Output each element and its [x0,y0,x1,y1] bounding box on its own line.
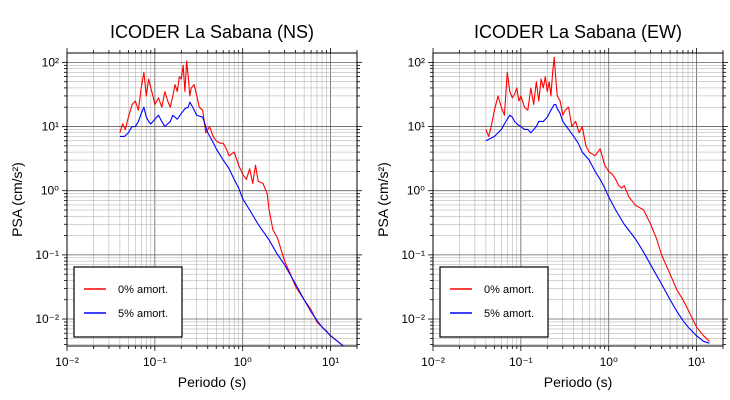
plot-frame [66,52,358,347]
x-tick-label: 10⁻² [421,355,445,369]
x-tick-label: 10⁻² [55,355,79,369]
chart-2: 10⁻² 10⁻¹ 10⁰ 10¹ 10⁻² 10⁻¹ 10⁰ 10¹ 10² ICODER La… [375,22,728,390]
y-axis-label: PSA (cm/s²) [9,162,25,237]
series-line-0-amort [485,56,710,342]
series-line-5-amort [485,104,710,344]
legend-label: 0% amort. [484,284,534,296]
chart-title: ICODER La Sabana (EW) [474,22,682,42]
tick-marks [428,48,728,351]
x-tick-label: 10⁰ [234,355,252,369]
x-tick-label: 10⁻¹ [143,355,167,369]
y-tick-label: 10⁻¹ [35,248,59,262]
legend-label: 5% amort. [118,308,168,320]
grid [432,53,724,346]
x-tick-label: 10⁻¹ [509,355,533,369]
y-tick-label: 10¹ [408,120,425,134]
y-tick-label: 10² [408,55,425,69]
y-tick-label: 10⁻² [401,312,425,326]
legend: 0% amort. 5% amort. [73,266,183,338]
chart-1: 10⁻² 10⁻¹ 10⁰ 10¹ 10⁻² 10⁻¹ 10⁰ 10¹ 10² ICODER La… [9,22,362,390]
y-tick-label: 10⁻¹ [401,248,425,262]
x-tick-label: 10⁰ [600,355,618,369]
x-tick-label: 10¹ [688,355,705,369]
tick-marks [62,48,362,351]
series-line-0-amort [119,60,344,347]
y-tick-label: 10⁰ [41,184,59,198]
x-tick-label: 10¹ [322,355,339,369]
legend-box [73,266,183,338]
x-axis-label: Periodo (s) [544,374,612,390]
legend-box [439,266,549,338]
plot-frame [432,52,724,347]
y-tick-label: 10⁰ [407,184,425,198]
x-axis-label: Periodo (s) [178,374,246,390]
legend-label: 5% amort. [484,308,534,320]
y-tick-label: 10¹ [42,120,59,134]
legend-label: 0% amort. [118,284,168,296]
series-line-5-amort [119,101,344,347]
legend: 0% amort. 5% amort. [439,266,549,338]
y-tick-label: 10⁻² [35,312,59,326]
y-tick-label: 10² [42,55,59,69]
y-axis-label: PSA (cm/s²) [375,162,391,237]
chart-title: ICODER La Sabana (NS) [110,22,314,42]
